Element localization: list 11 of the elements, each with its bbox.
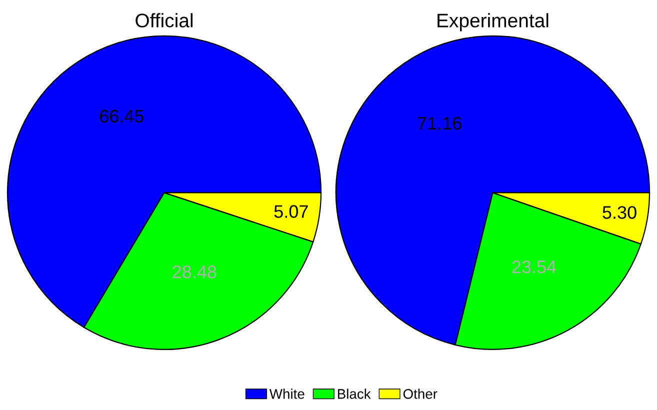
data-label: 5.07 xyxy=(274,205,308,218)
chart-title: Experimental xyxy=(438,13,548,32)
legend-label: White xyxy=(269,388,304,399)
data-label: 66.45 xyxy=(100,110,144,123)
data-label: 71.16 xyxy=(418,116,462,130)
chart-title: Official xyxy=(136,13,192,28)
data-label: 23.54 xyxy=(512,260,556,274)
legend-label: Other xyxy=(403,388,438,399)
data-label: 28.48 xyxy=(172,266,216,278)
data-label: 5.30 xyxy=(602,206,636,219)
legend-label: Black xyxy=(338,388,371,399)
